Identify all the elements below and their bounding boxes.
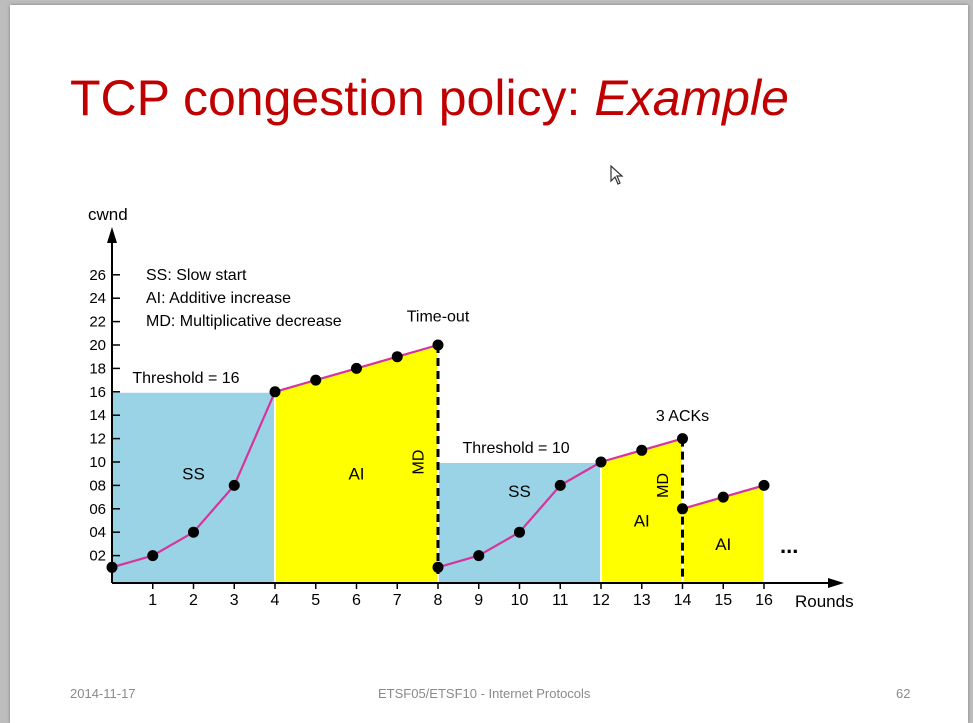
x-tick-label-4: 4 xyxy=(271,592,280,609)
data-point-12 xyxy=(554,479,566,491)
x-axis-label: Rounds xyxy=(795,592,854,611)
axes-layer: cwnd Rounds xyxy=(88,205,854,611)
x-tick-label-8: 8 xyxy=(434,592,443,609)
y-axis-arrow xyxy=(107,227,117,243)
threshold-label-0: Threshold = 16 xyxy=(132,370,239,387)
y-tick-label-06: 06 xyxy=(89,501,106,518)
x-tick-label-2: 2 xyxy=(189,592,198,609)
slide: TCP congestion policy: Example SS AI SS AI A… xyxy=(10,5,968,723)
data-point-7 xyxy=(391,351,403,363)
y-tick-label-26: 26 xyxy=(89,267,106,284)
y-tick-label-10: 10 xyxy=(89,454,106,471)
title-main-text: TCP congestion policy: xyxy=(70,70,595,126)
md-label-1: MD xyxy=(655,473,672,498)
x-tick-label-14: 14 xyxy=(674,592,692,609)
x-tick-label-6: 6 xyxy=(352,592,361,609)
y-tick-label-04: 04 xyxy=(89,524,106,541)
y-tick-label-24: 24 xyxy=(89,290,106,307)
title-emphasis-text: Example xyxy=(594,70,789,126)
legend-item-ss: SS: Slow start xyxy=(146,267,247,284)
data-point-1 xyxy=(147,550,159,562)
x-tick-label-12: 12 xyxy=(592,592,610,609)
threshold-label-1: Threshold = 10 xyxy=(462,440,569,457)
event-label-1: 3 ACKs xyxy=(656,408,709,425)
x-tick-label-10: 10 xyxy=(511,592,529,609)
x-tick-label-11: 11 xyxy=(552,592,569,609)
y-axis-label: cwnd xyxy=(88,205,128,224)
ellipsis-mark: ... xyxy=(780,533,798,558)
event-label-0: Time-out xyxy=(407,309,470,326)
data-point-6 xyxy=(351,362,362,374)
legend-item-ai: AI: Additive increase xyxy=(146,290,291,307)
y-tick-label-14: 14 xyxy=(89,407,106,424)
region-label-4: AI xyxy=(715,535,731,554)
y-tick-label-16: 16 xyxy=(89,384,106,401)
legend-item-md: MD: Multiplicative decrease xyxy=(146,313,342,330)
x-axis-arrow xyxy=(828,578,844,588)
y-tick-label-02: 02 xyxy=(89,548,106,565)
points-layer xyxy=(106,339,770,573)
data-point-10 xyxy=(473,550,485,562)
data-point-2 xyxy=(188,526,199,538)
annotation-layer: SS: Slow start AI: Additive increase MD:… xyxy=(132,267,798,579)
data-point-3 xyxy=(228,479,240,491)
region-ss-2 xyxy=(437,461,602,584)
y-tick-label-20: 20 xyxy=(89,337,106,354)
region-label-0: SS xyxy=(182,465,205,484)
region-ss-0 xyxy=(111,390,276,584)
x-tick-label-13: 13 xyxy=(633,592,651,609)
data-point-14 xyxy=(636,444,648,456)
data-point-13 xyxy=(595,456,607,468)
mouse-cursor-icon xyxy=(610,165,624,185)
footer-course: ETSF05/ETSF10 - Internet Protocols xyxy=(378,686,591,701)
md-label-0: MD xyxy=(411,450,428,475)
x-tick-label-15: 15 xyxy=(714,592,732,609)
region-label-2: SS xyxy=(508,482,531,501)
data-point-11 xyxy=(514,526,525,538)
x-tick-label-9: 9 xyxy=(474,592,483,609)
data-point-17 xyxy=(717,491,729,503)
x-tick-label-7: 7 xyxy=(393,592,402,609)
footer-page-number: 62 xyxy=(896,686,911,701)
x-tick-label-16: 16 xyxy=(755,592,773,609)
x-tick-label-3: 3 xyxy=(230,592,239,609)
data-point-18 xyxy=(758,479,770,491)
data-point-4 xyxy=(269,386,281,398)
y-tick-label-08: 08 xyxy=(89,477,106,494)
x-tick-label-5: 5 xyxy=(311,592,320,609)
data-point-0 xyxy=(106,561,118,573)
region-label-3: AI xyxy=(634,511,650,530)
x-tick-label-1: 1 xyxy=(148,592,157,609)
footer-date: 2014-11-17 xyxy=(70,686,136,701)
y-tick-label-12: 12 xyxy=(89,431,106,448)
region-label-1: AI xyxy=(348,465,364,484)
slide-title: TCP congestion policy: Example xyxy=(70,69,789,127)
y-tick-label-18: 18 xyxy=(89,360,106,377)
data-point-5 xyxy=(310,374,322,386)
y-tick-label-22: 22 xyxy=(89,314,106,331)
